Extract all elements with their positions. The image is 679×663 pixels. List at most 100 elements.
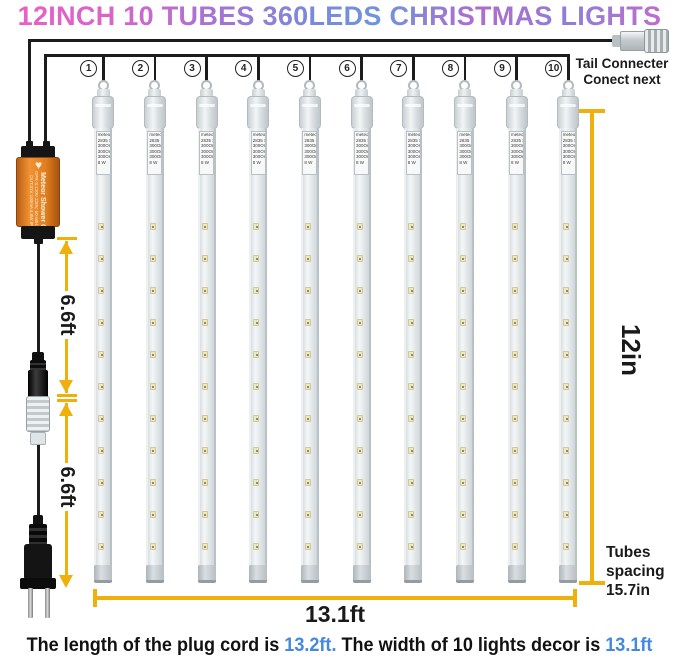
tube-cap-neck bbox=[200, 89, 214, 98]
dim-width-line bbox=[95, 596, 575, 600]
tube-leds bbox=[181, 55, 233, 585]
adapter-wire-nub-right bbox=[43, 141, 50, 148]
tube-drop-wire bbox=[101, 55, 105, 81]
adapter-wire-nub-left bbox=[26, 141, 33, 148]
tail-connector-label-line1: Tail Connecter bbox=[575, 56, 669, 71]
cord-connector-female bbox=[26, 396, 50, 432]
tube-drop-wire bbox=[205, 55, 208, 81]
dim-cord1-top-cap bbox=[57, 237, 77, 240]
cord-connector-neck bbox=[32, 352, 44, 362]
tube-drop-wire bbox=[153, 55, 157, 81]
tube-number-label: 1 bbox=[80, 60, 98, 77]
outer-wire-horizontal bbox=[28, 39, 614, 42]
cord-connector-tip bbox=[30, 432, 46, 445]
adapter-brand-text: Meteor Shower CE bbox=[39, 172, 47, 234]
tube-cap-neck bbox=[510, 89, 524, 98]
tube-leds bbox=[387, 55, 439, 585]
cord-connector-to-plug bbox=[37, 445, 40, 520]
adapter-bottom-cap bbox=[21, 226, 55, 239]
dim-tube-line bbox=[590, 111, 594, 583]
tube-bottom-cap bbox=[145, 565, 164, 583]
tube-number-label: 3 bbox=[183, 60, 201, 77]
tube-leds bbox=[491, 55, 543, 585]
tail-connector-label-line2: Conect next bbox=[583, 72, 661, 87]
tube-cap-neck bbox=[148, 89, 162, 98]
tubes-spacing-label: Tubes spacing 15.7in bbox=[606, 544, 665, 599]
tube-leds bbox=[284, 55, 336, 585]
heart-logo-icon: ♥ bbox=[35, 158, 43, 172]
tube-bottom-cap bbox=[559, 565, 578, 583]
tube-cap-neck bbox=[303, 89, 317, 98]
plug-base bbox=[20, 578, 56, 589]
plug-prong-left bbox=[28, 588, 33, 618]
tube-bottom-cap bbox=[507, 565, 526, 583]
tube-leds bbox=[129, 55, 181, 585]
tube-bottom-cap bbox=[197, 565, 216, 583]
tube-leds bbox=[542, 55, 594, 585]
tube-drop-wire bbox=[257, 55, 260, 81]
plug-neck bbox=[33, 515, 43, 526]
tube-number-label: 2 bbox=[131, 60, 149, 77]
cord-adapter-to-connector bbox=[37, 244, 40, 354]
tube-bottom-cap bbox=[404, 565, 423, 583]
adapter-spec-line2: OUT:31V 100mA 4.8W IP44 bbox=[29, 175, 35, 231]
plug-strain-relief bbox=[29, 524, 47, 546]
tube-bottom-cap bbox=[352, 565, 371, 583]
tube-bottom-cap bbox=[94, 565, 113, 583]
adapter-bottom-nub bbox=[34, 238, 43, 244]
plug-prong-right bbox=[45, 588, 50, 618]
dim-cord2-top-cap bbox=[57, 399, 77, 402]
tail-connector-collar bbox=[612, 35, 622, 47]
tail-connector-ridged-end bbox=[644, 29, 669, 53]
tube-drop-wire bbox=[567, 55, 570, 81]
tube-bottom-cap bbox=[300, 565, 319, 583]
tube-cap bbox=[92, 96, 115, 129]
dim-cord1-arrow-down bbox=[59, 380, 73, 393]
tube-cap-neck bbox=[561, 89, 575, 98]
plug-body bbox=[24, 544, 52, 580]
tube-bottom-cap bbox=[455, 565, 474, 583]
tube-leds bbox=[232, 55, 284, 585]
dim-cord2-arrow-down bbox=[59, 575, 73, 588]
outer-wire-vertical bbox=[28, 39, 31, 147]
inner-wire-vertical bbox=[44, 54, 47, 147]
tube-bottom-cap bbox=[249, 565, 268, 583]
tube-cap-neck bbox=[406, 89, 420, 98]
tube-leds bbox=[77, 55, 129, 585]
tube-number-label: 7 bbox=[390, 60, 408, 77]
tail-connector-label: Tail Connecter Conect next bbox=[566, 56, 678, 88]
tube-drop-wire bbox=[463, 55, 467, 81]
footer-part2: The width of 10 lights decor is bbox=[336, 635, 606, 656]
tube-number-label: 10 bbox=[545, 60, 563, 77]
tube-cap-neck bbox=[355, 89, 369, 98]
tail-connector-body bbox=[620, 31, 646, 51]
tube-leds bbox=[336, 55, 388, 585]
tube-number-label: 6 bbox=[338, 60, 356, 77]
dim-tube-label: 12in bbox=[601, 320, 661, 380]
tube-cap-neck bbox=[458, 89, 472, 98]
footer-text: The length of the plug cord is 13.2ft. T… bbox=[17, 635, 662, 657]
footer-decor-width-value: 13.1ft bbox=[605, 635, 653, 656]
tube-cap bbox=[557, 96, 580, 129]
page-title: 12INCH 10 TUBES 360LEDS CHRISTMAS LIGHTS bbox=[0, 1, 679, 32]
cord-connector-male bbox=[28, 370, 48, 398]
tube-number-label: 9 bbox=[493, 60, 511, 77]
dim-tube-bottom-cap bbox=[579, 581, 605, 585]
